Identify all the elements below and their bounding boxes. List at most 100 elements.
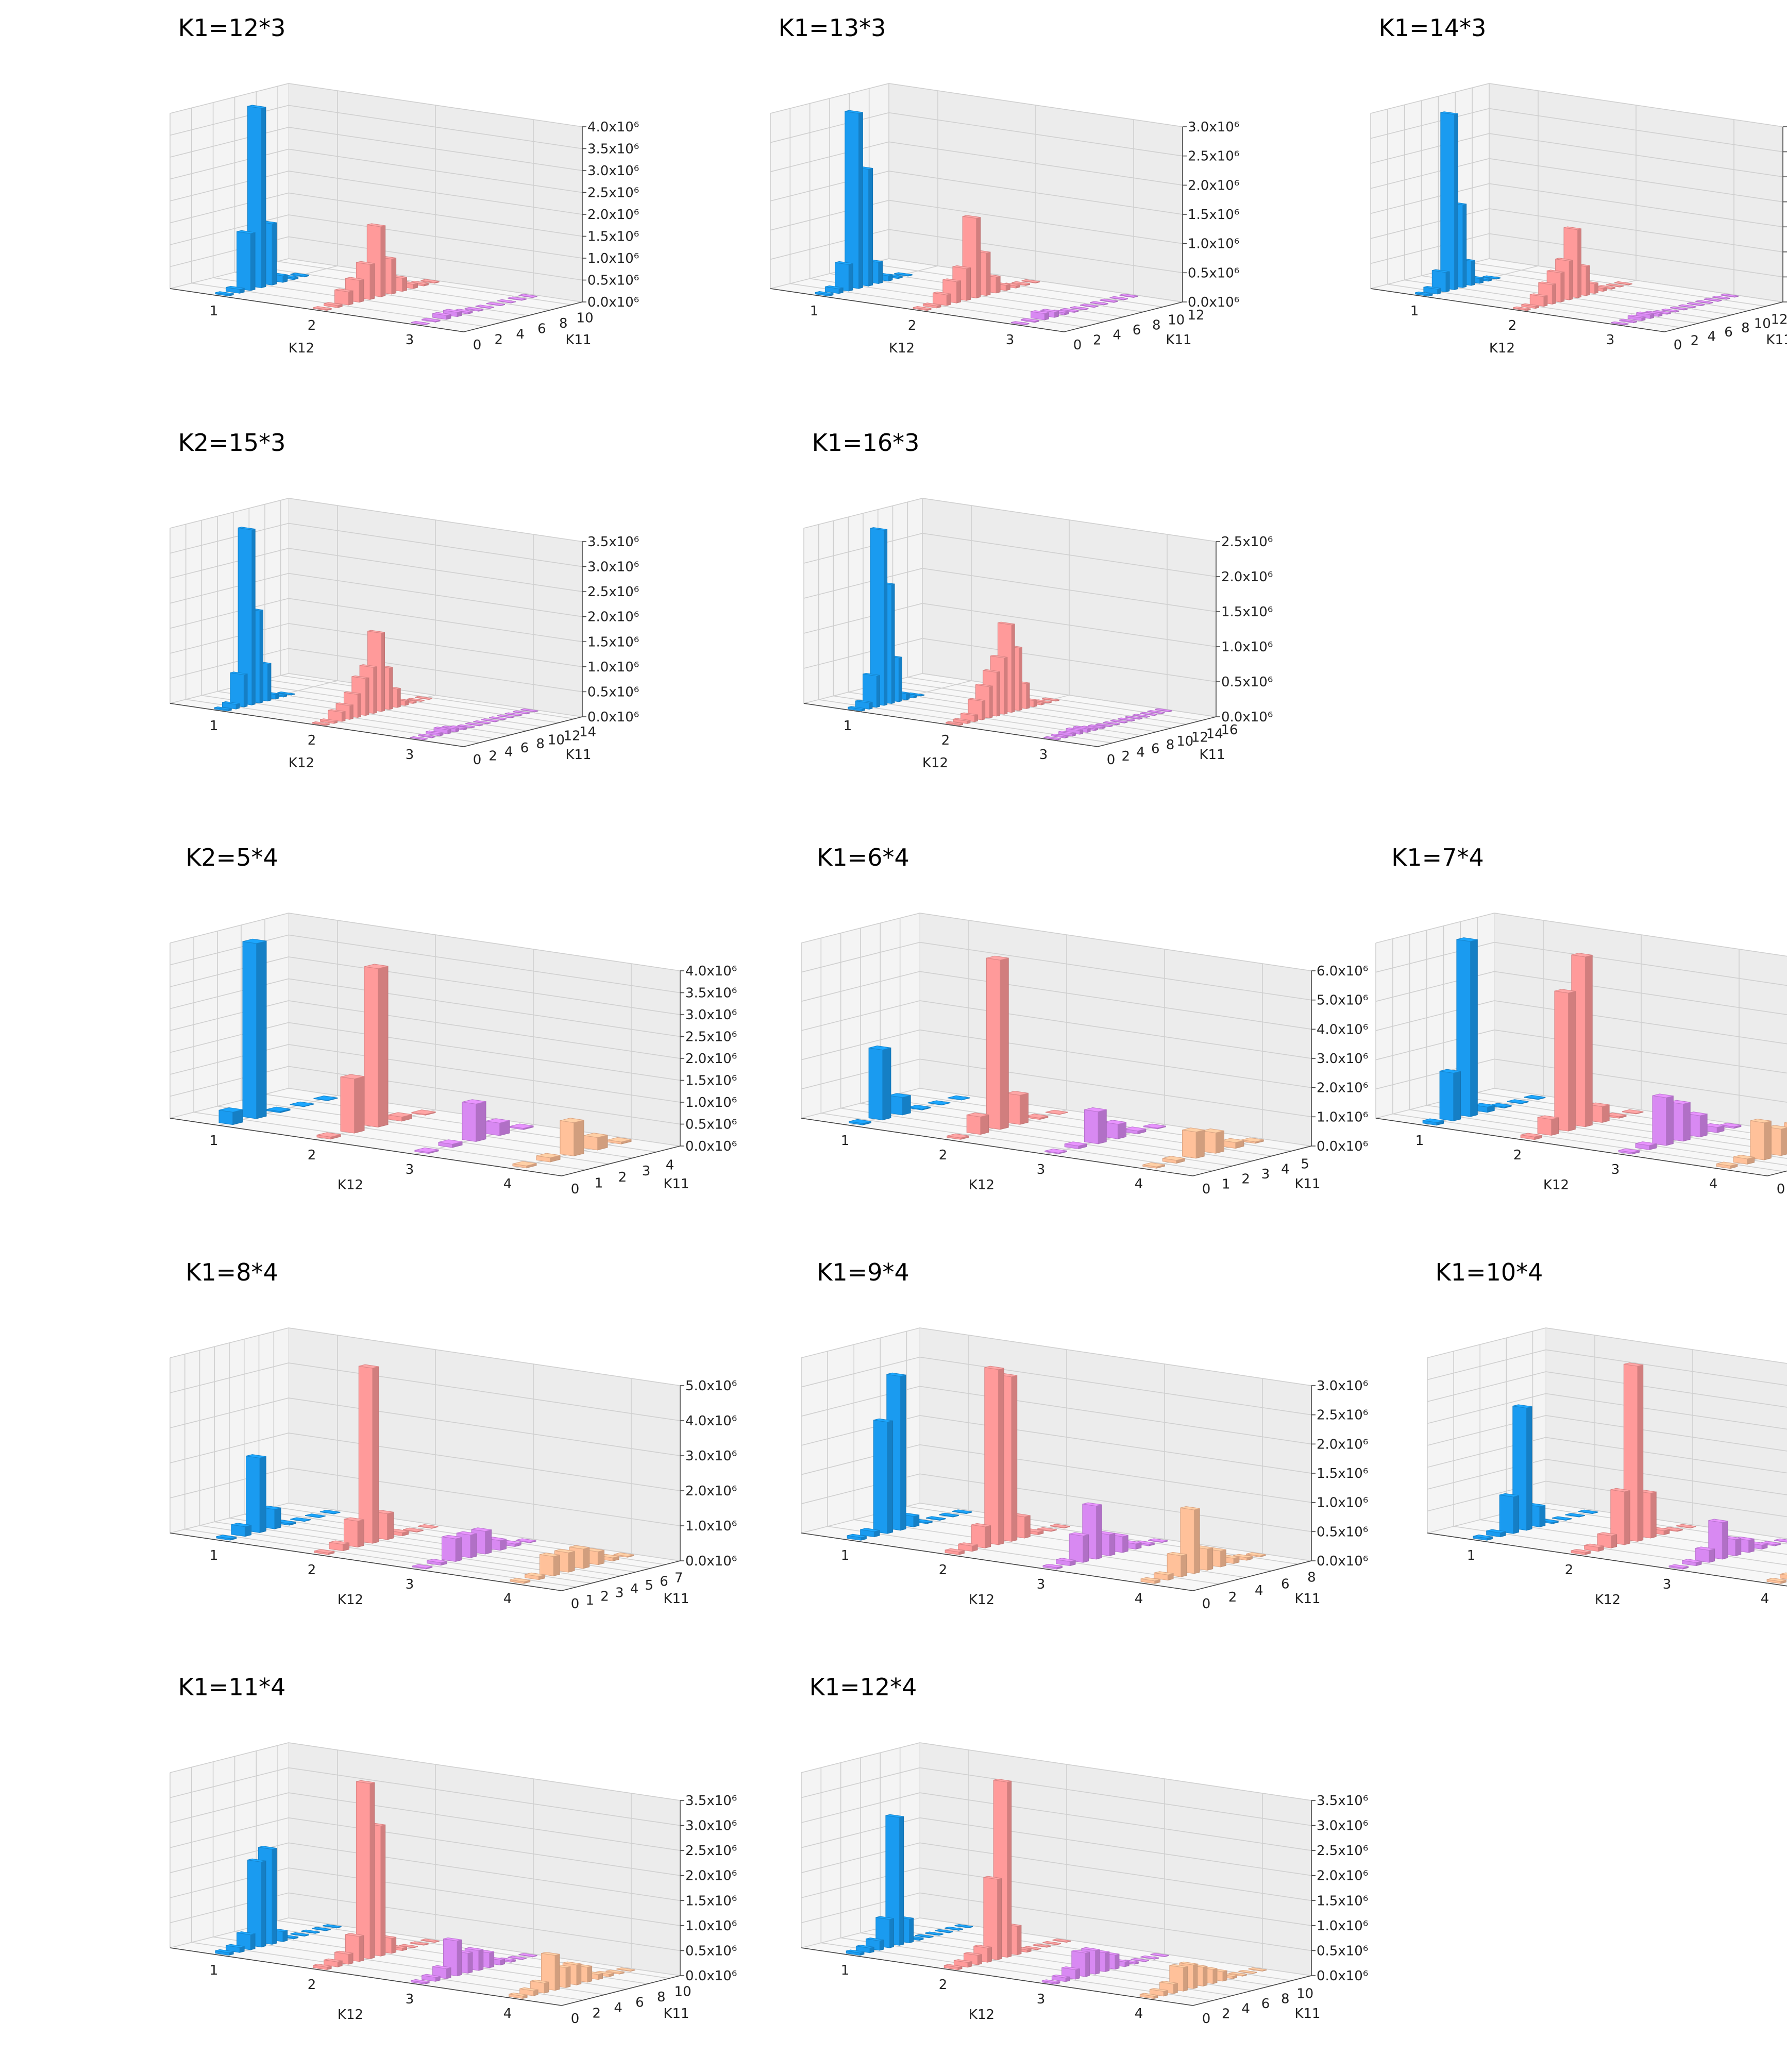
bar-k12-3-k11-9 [1110,719,1128,723]
y-grid-line [899,918,1292,1152]
bar-top-face [1597,1532,1617,1537]
bar-side-face [1098,1109,1107,1144]
x-axis-line [170,1118,562,1176]
bar-k12-3-k11-9 [1131,1958,1149,1962]
x-axis-label: K12 [338,2007,363,2023]
x-tick-label: 3 [1037,1577,1046,1592]
y-tick-label: 6 [1724,325,1733,340]
x-tick-label: 1 [841,1548,850,1563]
bar-side-face [1095,1504,1102,1560]
y-tick-label: 4 [1281,1161,1290,1177]
bar-top-face [364,964,389,969]
bar-k12-3-k11-1 [438,1139,463,1148]
bar-top-face [973,1944,992,1949]
bar-top-face [1248,1967,1267,1972]
bar-top-face [908,1104,931,1110]
bar-k12-3-k11-3 [1708,1519,1728,1560]
z-grid-line [170,236,583,281]
bar-side-face [1611,1534,1617,1548]
bar-k12-3-k11-8 [1678,304,1696,309]
z-tick-label: 0.5x10⁶ [587,684,639,700]
z-grid-line [170,1503,681,1561]
bar-top-face [237,230,256,234]
bar-side-face [250,1933,256,1950]
y-grid-line [1426,930,1787,1159]
bar-top-face [1081,1947,1100,1951]
bar-top-face [426,730,444,734]
z-tick-label: 4.0x10⁶ [685,964,737,979]
bar-top-face [1233,1554,1253,1558]
bar-front-face [462,1102,477,1142]
bar-k12-3-k11-7 [486,301,505,307]
bar-top-face [1584,1543,1604,1548]
bar-k12-2-k11-12 [407,698,425,702]
bar-top-face [846,1949,865,1953]
bar-side-face [489,1951,495,1968]
y-tick-label: 0 [1202,1596,1211,1612]
bar-side-face [1454,113,1458,290]
y-tick-label: 4 [1112,328,1121,343]
bar-k12-1-k11-3 [845,110,863,289]
panel-title: K1=8*4 [186,1258,278,1286]
bar-top-face [1695,300,1713,304]
bar-top-face [1571,953,1593,957]
z-grid-line [1427,1415,1787,1452]
bar-k12-2-k11-10 [420,1939,440,1943]
bar-k12-3-k11-0 [1044,1148,1067,1154]
bar-side-face [1569,260,1573,300]
bar-k12-3-k11-11 [1119,293,1138,298]
z-tick-label: 2.0x10⁶ [1317,1437,1368,1452]
bar-top-face [356,1780,375,1784]
bar-top-face [387,1112,412,1118]
z-tick-label: 3.0x10⁶ [1188,120,1239,135]
bar-top-face [231,1523,251,1527]
bar-k12-1-k11-0 [849,1119,871,1125]
bar-top-face [465,722,483,726]
bar-k12-4-k11-0 [509,1992,528,1999]
bar-top-face [1610,1488,1630,1492]
bar-k12-4-k11-0 [1140,1577,1160,1584]
y-axis-label: K11 [1294,2006,1320,2022]
y-axis-line [1192,1975,1312,2006]
x-tick-label: 1 [844,718,852,734]
y-grid-line [217,516,512,735]
bar-top-face [945,1548,965,1553]
bar-side-face [1193,1963,1198,1989]
z-grid-line [170,1842,681,1901]
z-tick-label: 2.5x10⁶ [587,584,639,600]
bar-side-face [341,711,346,722]
bar-top-face [954,1959,972,1963]
bar-top-face [485,1118,510,1124]
bar-side-face [1019,1092,1029,1125]
bar-top-face [873,1418,893,1423]
bar-top-face [1065,1141,1087,1147]
z-tick-label: 0.5x10⁶ [1317,1943,1368,1959]
z-grid-line [170,978,681,1037]
bar-top-face [312,721,330,725]
bar-k12-1-k11-6 [925,1516,946,1521]
z-tick-label: 1.0x10⁶ [1317,1495,1368,1511]
bar-side-face [1539,1505,1546,1527]
z-grid-line [1427,1327,1787,1364]
bar-k12-3-k11-6 [475,305,495,309]
z-tick-label: 2.0x10⁶ [685,1051,737,1067]
bar-side-face [391,1936,397,1954]
z-grid-line [170,523,583,567]
bar-top-face [509,1992,528,1997]
z-grid-line [170,1044,681,1103]
y-tick-label: 2 [600,1589,609,1605]
y-grid-line [906,1331,1299,1565]
bar-top-face [860,1528,880,1532]
bar-top-face [486,301,505,306]
z-grid-line [170,1892,681,1951]
bar-side-face [259,610,263,704]
z-tick-label: 2.0x10⁶ [587,610,639,625]
z-grid-line [1427,1437,1787,1474]
bar-front-face [364,966,379,1127]
bar-side-face [1075,1968,1080,1980]
bar-top-face [465,1947,483,1951]
bar-top-face [340,1074,365,1080]
bar-top-face [1606,283,1624,287]
bar-top-face [952,265,971,269]
bar-top-face [1784,1122,1787,1124]
